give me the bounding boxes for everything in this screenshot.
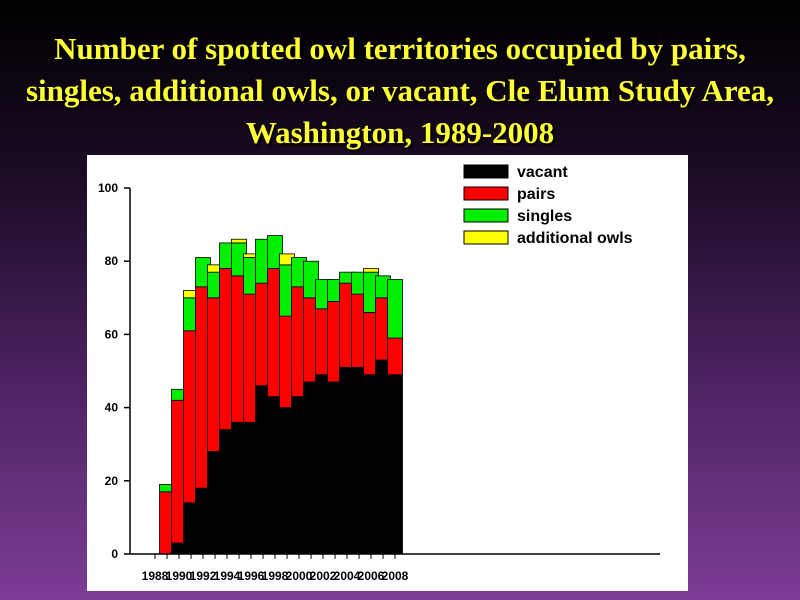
x-tick-label-1990: 1990 xyxy=(166,569,193,583)
slide-title: Number of spotted owl territories occupi… xyxy=(25,31,775,150)
x-tick-label-2000: 2000 xyxy=(286,569,313,583)
axes-layer: 0 20 40 60 80 100 1988199019921994199619982000… xyxy=(98,181,660,583)
x-tick-label-2004: 2004 xyxy=(334,569,361,583)
legend: vacant pairs singles additional owls xyxy=(463,164,633,247)
bar-singles-1998 xyxy=(267,235,283,269)
x-tick-label-2002: 2002 xyxy=(310,569,337,583)
y-tick-label-40: 40 xyxy=(105,401,119,415)
x-tick-label-1994: 1994 xyxy=(214,569,241,583)
bar-singles-2008 xyxy=(387,279,403,339)
bar-additional-owls-1995 xyxy=(231,238,247,244)
y-tick-label-0: 0 xyxy=(111,547,118,561)
x-tick-label-1996: 1996 xyxy=(238,569,265,583)
legend-label-pairs: pairs xyxy=(517,186,555,203)
bar-pairs-2008 xyxy=(387,337,403,376)
legend-swatch-additional-owls xyxy=(463,230,509,245)
legend-label-vacant: vacant xyxy=(517,164,568,181)
bar-vacant-2008 xyxy=(387,374,403,555)
y-tick-label-20: 20 xyxy=(105,474,119,488)
legend-label-singles: singles xyxy=(517,208,572,225)
y-tick-label-80: 80 xyxy=(105,254,119,268)
y-tick-label-60: 60 xyxy=(105,327,119,341)
x-tick-label-1998: 1998 xyxy=(262,569,289,583)
x-tick-label-2008: 2008 xyxy=(382,569,409,583)
bar-additional-owls-2006 xyxy=(363,268,379,273)
chart-panel: 0 20 40 60 80 100 1988 1990 1992 1994 1996 1998 2000… xyxy=(87,155,688,591)
legend-swatch-vacant xyxy=(463,164,509,179)
legend-label-additional-owls: additional owls xyxy=(517,230,633,247)
x-tick-label-1992: 1992 xyxy=(190,569,217,583)
legend-swatch-pairs xyxy=(463,186,509,201)
legend-swatch-singles xyxy=(463,208,509,223)
y-tick-label-100: 100 xyxy=(98,181,118,195)
x-tick-label-1988: 1988 xyxy=(142,569,169,583)
bars-layer xyxy=(159,235,403,555)
x-tick-label-2006: 2006 xyxy=(358,569,385,583)
stacked-bar-chart: 0 20 40 60 80 100 1988199019921994199619982000… xyxy=(98,164,660,583)
